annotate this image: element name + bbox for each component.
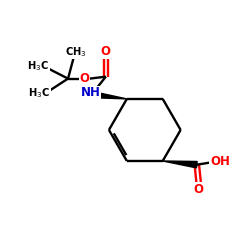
Text: H$_3$C: H$_3$C <box>28 86 50 100</box>
Polygon shape <box>163 161 197 168</box>
Text: O: O <box>101 46 111 59</box>
Text: O: O <box>79 72 89 85</box>
Polygon shape <box>90 91 127 99</box>
Text: CH$_3$: CH$_3$ <box>65 45 87 59</box>
Text: NH: NH <box>80 86 100 100</box>
Text: H$_3$C: H$_3$C <box>28 59 49 73</box>
Text: O: O <box>194 183 204 196</box>
Text: OH: OH <box>210 155 230 168</box>
